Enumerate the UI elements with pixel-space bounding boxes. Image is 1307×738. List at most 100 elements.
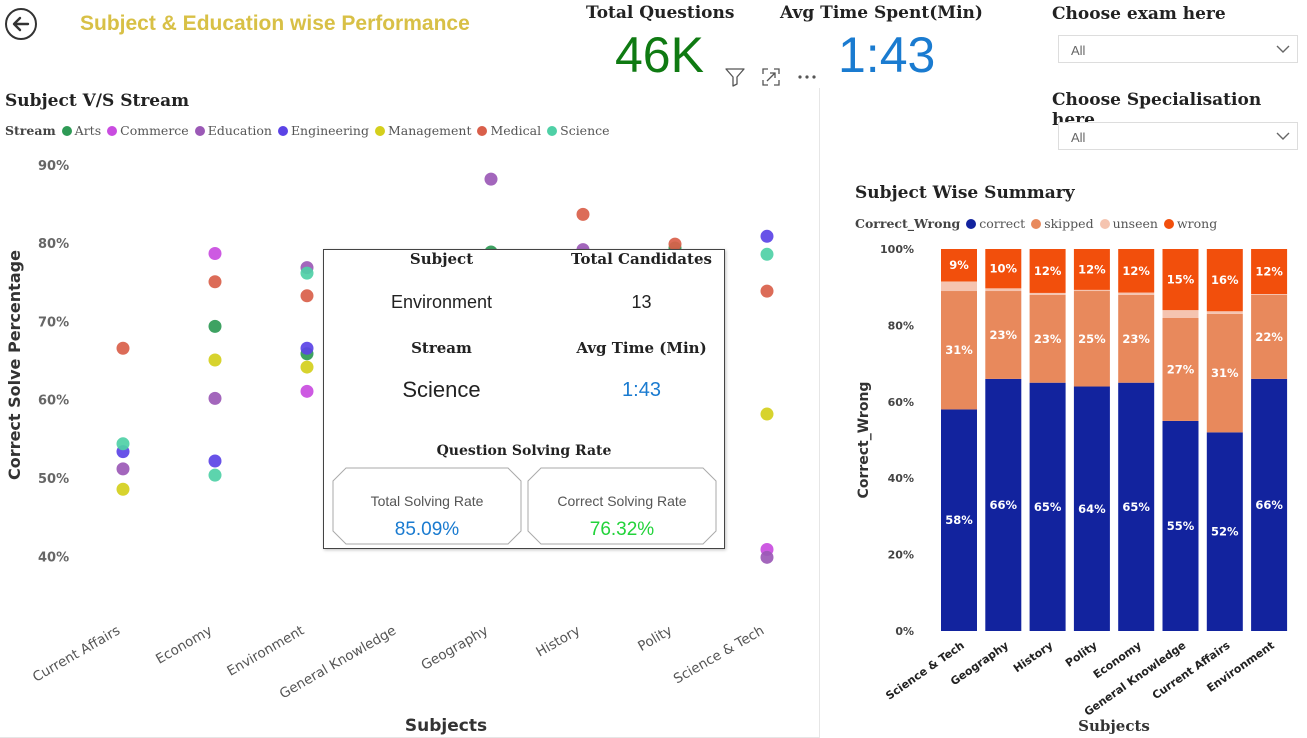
scatter-point-education[interactable]	[484, 172, 498, 186]
bar-segment-correct[interactable]	[941, 409, 977, 631]
x-tick-label: Economy	[153, 623, 215, 668]
bar-segment-skipped[interactable]	[1118, 294, 1155, 383]
filter-icon[interactable]	[724, 66, 746, 88]
scatter-point-management[interactable]	[760, 407, 774, 421]
scatter-point-management[interactable]	[300, 360, 314, 374]
y-tick-label: 80%	[888, 319, 914, 332]
bar-segment-unseen[interactable]	[941, 281, 977, 292]
visual-header-icons	[724, 66, 818, 88]
scatter-point-medical[interactable]	[668, 237, 682, 251]
tooltip-candidates-head: Total Candidates	[571, 250, 712, 268]
outcome-legend-item-wrong[interactable]: wrong	[1163, 216, 1217, 231]
bar-data-label: 10%	[990, 262, 1018, 276]
bar-segment-wrong[interactable]	[1118, 249, 1155, 293]
bar-data-label: 12%	[1078, 262, 1106, 276]
scatter-point-medical[interactable]	[576, 207, 590, 221]
bar-segment-wrong[interactable]	[941, 249, 977, 282]
stream-legend-item-science[interactable]: Science	[547, 123, 610, 138]
bar-segment-unseen[interactable]	[1029, 292, 1066, 295]
legend-dot-icon	[547, 125, 558, 136]
scatter-point-medical[interactable]	[208, 275, 222, 289]
bar-segment-skipped[interactable]	[1162, 317, 1199, 421]
bar-segment-correct[interactable]	[1251, 378, 1288, 631]
scatter-point-medical[interactable]	[300, 289, 314, 303]
bar-segment-unseen[interactable]	[1162, 310, 1199, 318]
bar-data-label: 12%	[1034, 264, 1062, 278]
summary-legend: Correct_Wrong correct skipped unseen wrong	[855, 216, 1223, 231]
scatter-point-medical[interactable]	[116, 341, 130, 355]
bar-data-label: 23%	[1122, 332, 1150, 346]
x-tick-label: Environment	[224, 623, 307, 680]
bar-segment-unseen[interactable]	[1118, 292, 1155, 295]
scatter-point-commerce[interactable]	[208, 247, 222, 261]
bar-segment-wrong[interactable]	[1073, 249, 1110, 290]
stream-legend-item-management[interactable]: Management	[374, 123, 472, 138]
bar-segment-wrong[interactable]	[1251, 249, 1288, 295]
y-tick-label: 20%	[888, 549, 914, 562]
legend-label: Management	[387, 123, 472, 138]
stream-legend-item-education[interactable]: Education	[194, 123, 272, 138]
scatter-point-education[interactable]	[208, 391, 222, 405]
x-tick-label: History	[1011, 639, 1055, 675]
tooltip-candidates-value: 13	[631, 292, 652, 312]
outcome-legend-item-skipped[interactable]: skipped	[1031, 216, 1094, 231]
bar-segment-skipped[interactable]	[1206, 313, 1243, 433]
scatter-point-education[interactable]	[760, 550, 774, 564]
bar-segment-unseen[interactable]	[1073, 289, 1110, 292]
bar-data-label: 15%	[1167, 273, 1195, 287]
scatter-point-commerce[interactable]	[300, 384, 314, 398]
bar-segment-correct[interactable]	[1162, 420, 1199, 631]
scatter-point-science[interactable]	[116, 437, 130, 451]
outcome-legend-item-correct[interactable]: correct	[966, 216, 1025, 231]
scatter-point-management[interactable]	[116, 482, 130, 496]
bar-segment-skipped[interactable]	[1073, 291, 1110, 387]
bar-segment-skipped[interactable]	[985, 291, 1022, 379]
scatter-point-education[interactable]	[116, 462, 130, 476]
scatter-point-engineering[interactable]	[760, 229, 774, 243]
bar-segment-correct[interactable]	[1029, 382, 1066, 631]
bar-segment-unseen[interactable]	[1251, 294, 1288, 295]
focus-mode-icon[interactable]	[760, 66, 782, 88]
scatter-point-arts[interactable]	[208, 319, 222, 333]
bar-segment-correct[interactable]	[1206, 432, 1243, 631]
scatter-point-management[interactable]	[208, 353, 222, 367]
bar-data-label: 12%	[1255, 265, 1283, 279]
bar-segment-correct[interactable]	[985, 378, 1022, 631]
bar-segment-correct[interactable]	[1073, 386, 1110, 631]
scatter-point-science[interactable]	[760, 247, 774, 261]
scatter-point-engineering[interactable]	[208, 454, 222, 468]
bar-segment-wrong[interactable]	[1206, 249, 1243, 312]
stream-legend-item-commerce[interactable]: Commerce	[107, 123, 189, 138]
x-tick-label: Current Affairs	[1150, 639, 1233, 703]
y-tick-label: 90%	[38, 159, 69, 174]
bar-segment-skipped[interactable]	[941, 291, 977, 410]
more-options-icon[interactable]	[796, 66, 818, 88]
stream-legend-item-arts[interactable]: Arts	[61, 123, 101, 138]
bar-segment-unseen[interactable]	[985, 288, 1022, 292]
bar-segment-correct[interactable]	[1118, 382, 1155, 631]
y-tick-label: 40%	[888, 472, 914, 485]
specialisation-slicer-value: All	[1071, 130, 1086, 145]
bar-segment-wrong[interactable]	[1162, 249, 1199, 311]
avg-time-value: 1:43	[838, 27, 936, 83]
stream-legend-item-engineering[interactable]: Engineering	[277, 123, 369, 138]
back-button[interactable]	[5, 8, 37, 40]
bar-segment-skipped[interactable]	[1029, 294, 1066, 383]
y-tick-label: 60%	[38, 394, 69, 409]
scatter-point-engineering[interactable]	[300, 341, 314, 355]
outcome-legend-item-unseen[interactable]: unseen	[1099, 216, 1158, 231]
exam-slicer-dropdown[interactable]: All	[1058, 35, 1298, 63]
x-tick-label: Current Affairs	[30, 623, 123, 686]
specialisation-slicer-dropdown[interactable]: All	[1058, 122, 1298, 150]
scatter-point-science[interactable]	[208, 468, 222, 482]
bar-segment-wrong[interactable]	[1029, 249, 1066, 293]
bar-segment-skipped[interactable]	[1251, 294, 1288, 379]
bar-segment-wrong[interactable]	[985, 249, 1022, 289]
scatter-point-medical[interactable]	[760, 284, 774, 298]
legend-dot-icon	[1099, 218, 1110, 229]
stream-legend-item-medical[interactable]: Medical	[477, 123, 541, 138]
bar-segment-unseen[interactable]	[1206, 311, 1243, 314]
bar-data-label: 27%	[1167, 362, 1195, 376]
bar-data-label: 55%	[1167, 519, 1195, 533]
scatter-point-science[interactable]	[300, 266, 314, 280]
